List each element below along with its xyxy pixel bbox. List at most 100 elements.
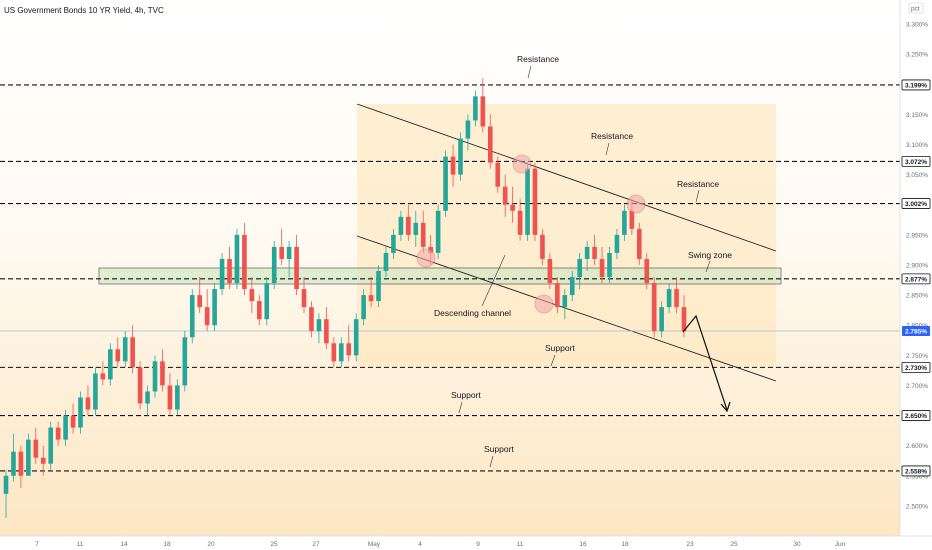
date-tick-label: 25 <box>730 541 738 548</box>
candle-body <box>674 289 679 308</box>
level-badge-label: 2.650% <box>905 413 927 420</box>
candle-body <box>435 210 441 253</box>
candle-body <box>189 295 195 338</box>
annotation-support-1: Support <box>545 343 575 353</box>
date-tick-label: 20 <box>207 541 215 548</box>
level-badge-label: 2.558% <box>905 468 927 475</box>
candle-body <box>353 319 359 356</box>
price-tick-label: 3.050% <box>906 172 928 179</box>
candle-body <box>338 343 344 362</box>
candle-body <box>420 222 426 247</box>
candle-body <box>130 337 135 368</box>
candle-body <box>562 295 568 308</box>
touch-circle <box>512 154 532 174</box>
candle-body <box>145 391 150 404</box>
candle-body <box>346 343 352 356</box>
candle-body <box>40 457 46 464</box>
candle-body <box>160 361 165 386</box>
date-tick-label: 30 <box>793 541 801 548</box>
candle-body <box>458 138 463 175</box>
candle-body <box>182 337 188 386</box>
price-ticks: 3.300% 3.250% 3.150% 3.100% 3.050% 2.950% 2.90… <box>906 22 928 511</box>
candle-body <box>547 258 553 284</box>
candle-body <box>480 96 486 127</box>
time-axis: 7 11 14 18 20 25 27 May 4 9 11 16 18 23 25 30 Jun <box>0 535 932 548</box>
candle-body <box>383 252 389 272</box>
level-badge <box>901 273 931 285</box>
candle-body <box>331 343 337 362</box>
date-tick-label: 7 <box>35 541 39 548</box>
level-lines <box>0 84 900 472</box>
touch-circle <box>416 248 436 268</box>
candle-body <box>279 246 284 259</box>
candle-body <box>301 289 307 308</box>
candle-body <box>70 415 76 428</box>
date-tick-label: 11 <box>517 541 524 548</box>
annotation-descending-channel: Descending channel <box>434 308 511 318</box>
date-tick-label: 18 <box>163 541 171 548</box>
candle-body <box>495 162 501 187</box>
candle-body <box>257 301 262 320</box>
date-tick-label: 11 <box>77 541 84 548</box>
candle-body <box>55 427 61 440</box>
date-tick-label: 23 <box>686 541 694 548</box>
annotation-support-3: Support <box>484 444 514 454</box>
price-tick-label: 2.600% <box>906 443 928 450</box>
candle-body <box>525 168 530 235</box>
candles <box>3 78 687 518</box>
candle-body <box>651 283 657 332</box>
candle-body <box>510 204 515 211</box>
price-tick-label: 2.850% <box>906 293 928 300</box>
candle-body <box>309 307 314 332</box>
candle-body <box>532 168 538 235</box>
candle-body <box>249 289 255 302</box>
candle-body <box>175 385 180 410</box>
date-tick-label: 27 <box>312 541 320 548</box>
candle-body <box>93 373 98 410</box>
candle-body <box>636 228 642 259</box>
candle-body <box>242 234 247 290</box>
price-tick-label: 3.100% <box>906 142 928 149</box>
level-badge-label: 3.199% <box>905 82 927 89</box>
annotation-resistance-1: Resistance <box>517 54 559 64</box>
candle-body <box>204 307 210 326</box>
candle-body <box>107 349 113 380</box>
candle-body <box>212 289 217 326</box>
price-tick-label: 2.500% <box>906 503 928 510</box>
candle-body <box>443 156 448 211</box>
candle-body <box>577 258 583 278</box>
candle-body <box>122 337 128 362</box>
candle-body <box>607 252 612 278</box>
candle-body <box>391 234 396 253</box>
current-price-label: 2.785% <box>905 329 927 336</box>
level-badge-label: 3.002% <box>905 201 927 208</box>
annotation-support-2: Support <box>451 390 481 400</box>
price-axis-unit: pct <box>911 6 920 13</box>
candle-body <box>324 319 329 344</box>
candle-body <box>264 283 270 320</box>
candle-body <box>502 186 508 205</box>
candle-body <box>450 156 456 175</box>
candle-body <box>666 289 672 308</box>
channel-upper-line <box>356 103 777 252</box>
level-badges: 3.199% 3.072% 3.002% 2.877% 2.730% 2.650% 2.55… <box>901 79 931 477</box>
date-ticks: 7 11 14 18 20 25 27 May 4 9 11 16 18 23 25 30 Jun <box>35 541 845 548</box>
candle-body <box>681 307 687 332</box>
level-badge <box>901 361 931 373</box>
candle-body <box>167 385 173 410</box>
level-badge <box>901 198 931 209</box>
candle-body <box>115 349 121 362</box>
annotation-resistance-2: Resistance <box>591 131 633 141</box>
candle-body <box>644 258 650 284</box>
candle-body <box>26 439 31 476</box>
date-tick-label: 4 <box>418 541 422 548</box>
candle-body <box>398 216 404 235</box>
annotation-pointers <box>458 65 711 468</box>
level-badge <box>901 156 931 167</box>
date-tick-label: Jun <box>835 541 846 548</box>
channel-fill <box>357 104 776 366</box>
price-tick-label: 3.300% <box>906 22 928 29</box>
price-tick-label: 2.700% <box>906 383 928 390</box>
candle-body <box>78 397 83 428</box>
